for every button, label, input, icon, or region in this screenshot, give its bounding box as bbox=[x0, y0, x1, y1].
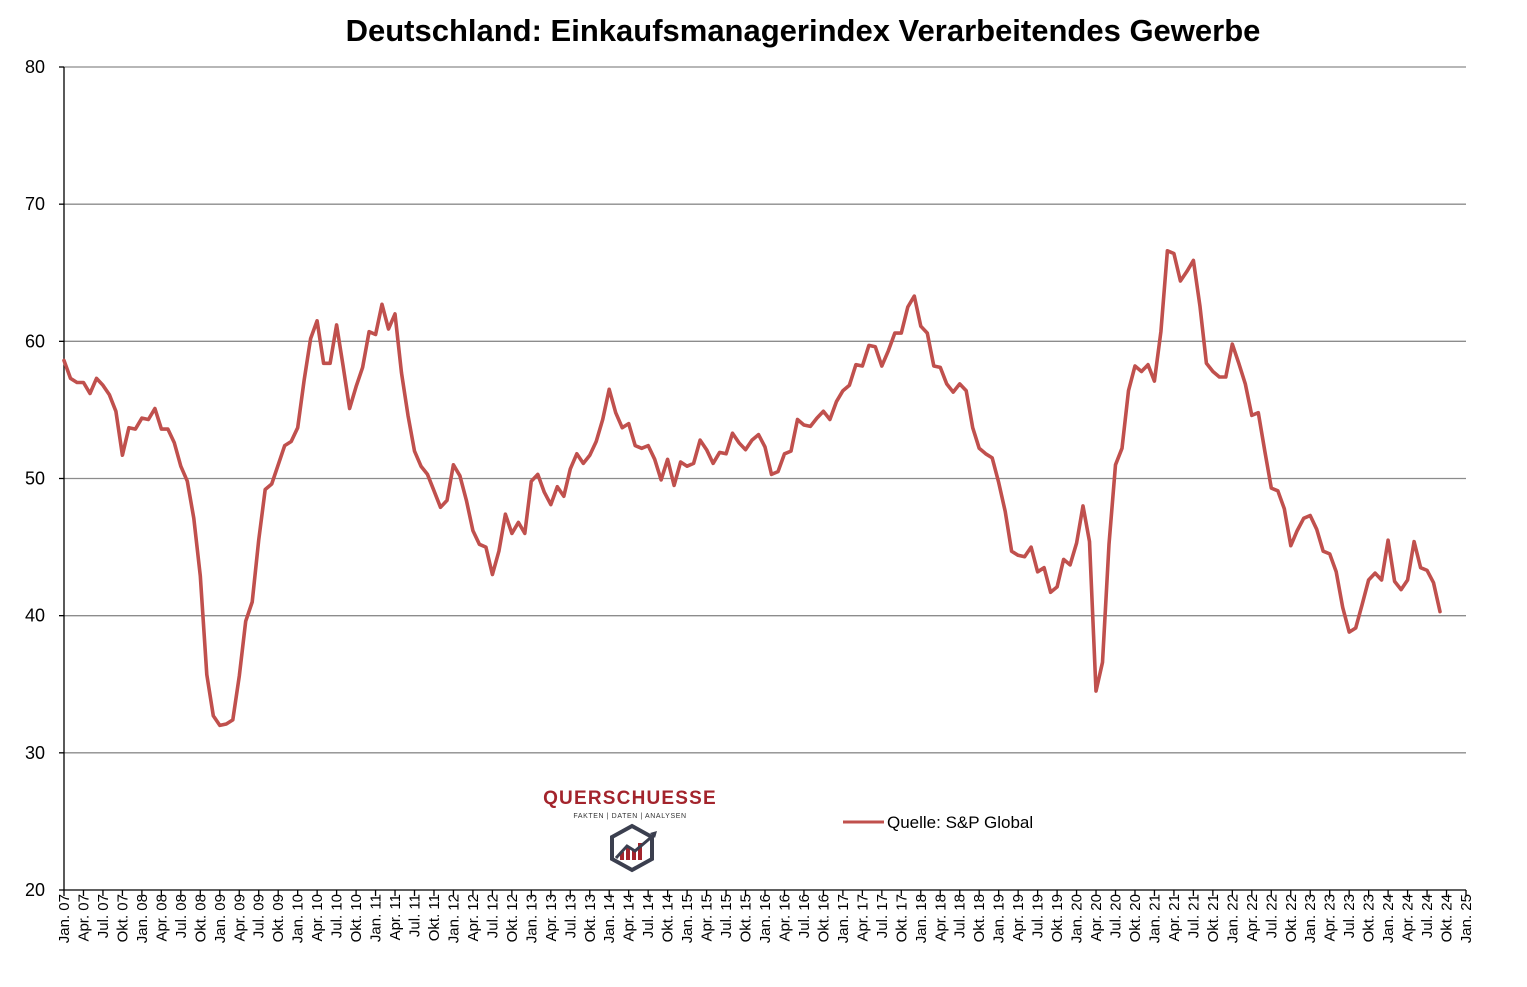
y-tick-label: 30 bbox=[25, 743, 45, 763]
x-tick-label: Jan. 20 bbox=[1069, 894, 1086, 943]
x-tick-label: Okt. 09 bbox=[270, 894, 287, 942]
x-tick-label: Jul. 11 bbox=[407, 894, 424, 937]
x-tick-label: Apr. 23 bbox=[1322, 894, 1339, 942]
y-tick-label: 50 bbox=[25, 469, 45, 489]
x-tick-label: Jan. 24 bbox=[1380, 894, 1397, 943]
x-tick-label: Jul. 17 bbox=[874, 894, 891, 938]
x-tick-label: Jan. 13 bbox=[523, 894, 540, 943]
logo-tagline: FAKTEN | DATEN | ANALYSEN bbox=[573, 813, 686, 820]
logo-chart-icon bbox=[610, 823, 657, 873]
x-tick-label: Apr. 09 bbox=[231, 894, 248, 942]
x-tick-label: Okt. 14 bbox=[660, 894, 677, 942]
logo-name: QUERSCHUESSE bbox=[543, 788, 717, 809]
x-tick-label: Jul. 09 bbox=[251, 894, 268, 938]
x-tick-label: Jan. 09 bbox=[212, 894, 229, 943]
legend-label: Quelle: S&P Global bbox=[887, 813, 1033, 832]
x-tick-label: Jan. 10 bbox=[290, 894, 307, 943]
x-tick-label: Jan. 12 bbox=[445, 894, 462, 943]
x-tick-label: Jul. 12 bbox=[484, 894, 501, 938]
x-tick-label: Apr. 18 bbox=[932, 894, 949, 942]
x-tick-label: Apr. 12 bbox=[465, 894, 482, 942]
x-tick-label: Jan. 25 bbox=[1458, 894, 1475, 943]
x-tick-label: Jul. 21 bbox=[1185, 894, 1202, 938]
x-tick-label: Okt. 19 bbox=[1049, 894, 1066, 942]
legend: Quelle: S&P Global bbox=[843, 813, 1033, 832]
y-tick-label: 70 bbox=[25, 194, 45, 214]
x-tick-label: Apr. 10 bbox=[309, 894, 326, 942]
x-tick-label: Jul. 22 bbox=[1263, 894, 1280, 938]
x-tick-label: Apr. 20 bbox=[1088, 894, 1105, 942]
x-tick-label: Apr. 11 bbox=[387, 894, 404, 940]
x-tick-label: Okt. 07 bbox=[114, 894, 131, 942]
x-tick-label: Okt. 15 bbox=[738, 894, 755, 942]
x-tick-label: Apr. 15 bbox=[699, 894, 716, 942]
y-tick-labels: 20 30 40 50 60 70 80 bbox=[25, 57, 45, 900]
x-tick-label: Okt. 17 bbox=[893, 894, 910, 942]
y-tick-label: 60 bbox=[25, 331, 45, 351]
x-tick-label: Apr. 19 bbox=[1010, 894, 1027, 942]
x-tick-label: Apr. 14 bbox=[621, 894, 638, 942]
x-tick-label: Jan. 11 bbox=[368, 894, 385, 942]
x-tick-label: Apr. 07 bbox=[75, 894, 92, 942]
x-tick-label: Apr. 24 bbox=[1400, 894, 1417, 942]
x-tick-label: Jul. 23 bbox=[1341, 894, 1358, 938]
x-tick-label: Jan. 23 bbox=[1302, 894, 1319, 943]
querschuesse-logo: QUERSCHUESSE FAKTEN | DATEN | ANALYSEN bbox=[543, 788, 717, 873]
x-tick-label: Jan. 17 bbox=[835, 894, 852, 943]
x-tick-label: Jan. 14 bbox=[601, 894, 618, 943]
x-tick-labels: Jan. 07 Apr. 07 Jul. 07 Okt. 07 Jan. 08 Apr. … bbox=[56, 894, 1475, 943]
gridlines bbox=[64, 66, 1466, 754]
x-tick-label: Jul. 07 bbox=[95, 894, 112, 938]
x-tick-label: Jul. 19 bbox=[1030, 894, 1047, 938]
x-tick-label: Jan. 16 bbox=[757, 894, 774, 943]
series-layer bbox=[62, 249, 1442, 728]
x-tick-label: Okt. 20 bbox=[1127, 894, 1144, 942]
y-tick-label: 80 bbox=[25, 57, 45, 77]
x-tick-label: Jan. 08 bbox=[134, 894, 151, 943]
x-tick-label: Jan. 18 bbox=[913, 894, 930, 943]
x-tick-label: Okt. 16 bbox=[815, 894, 832, 942]
x-tick-label: Apr. 21 bbox=[1166, 894, 1183, 942]
x-tick-label: Jan. 21 bbox=[1146, 894, 1163, 943]
y-tick-label: 40 bbox=[25, 606, 45, 626]
x-tick-label: Okt. 11 bbox=[426, 894, 443, 941]
x-tick-label: Apr. 22 bbox=[1244, 894, 1261, 942]
x-tick-label: Jul. 16 bbox=[796, 894, 813, 938]
x-tick-label: Jul. 10 bbox=[329, 894, 346, 938]
x-tick-label: Jul. 14 bbox=[640, 894, 657, 938]
x-tick-label: Apr. 08 bbox=[153, 894, 170, 942]
x-tick-label: Jan. 07 bbox=[56, 894, 73, 943]
x-tick-label: Jul. 08 bbox=[173, 894, 190, 938]
x-tick-label: Okt. 10 bbox=[348, 894, 365, 942]
x-tick-label: Jul. 18 bbox=[952, 894, 969, 938]
chart-title: Deutschland: Einkaufsmanagerindex Verarb… bbox=[346, 13, 1261, 48]
x-tick-label: Jan. 22 bbox=[1224, 894, 1241, 943]
x-tick-label: Jan. 15 bbox=[679, 894, 696, 943]
x-tick-label: Okt. 08 bbox=[192, 894, 209, 942]
x-tick-label: Jul. 15 bbox=[718, 894, 735, 938]
x-tick-label: Okt. 18 bbox=[971, 894, 988, 942]
x-tick-label: Okt. 22 bbox=[1283, 894, 1300, 942]
x-tick-label: Okt. 21 bbox=[1205, 894, 1222, 942]
x-tick-label: Jul. 24 bbox=[1419, 894, 1436, 938]
x-tick-label: Apr. 16 bbox=[776, 894, 793, 942]
axes bbox=[59, 66, 1467, 896]
x-tick-label: Okt. 23 bbox=[1361, 894, 1378, 942]
x-tick-label: Okt. 13 bbox=[582, 894, 599, 942]
x-tick-label: Okt. 12 bbox=[504, 894, 521, 942]
x-tick-label: Apr. 17 bbox=[854, 894, 871, 942]
x-tick-label: Jul. 20 bbox=[1108, 894, 1125, 938]
x-tick-label: Okt. 24 bbox=[1439, 894, 1456, 942]
x-tick-label: Jul. 13 bbox=[562, 894, 579, 938]
y-tick-label: 20 bbox=[25, 880, 45, 900]
x-tick-label: Apr. 13 bbox=[543, 894, 560, 942]
x-tick-label: Jan. 19 bbox=[991, 894, 1008, 943]
series-line bbox=[62, 249, 1442, 728]
